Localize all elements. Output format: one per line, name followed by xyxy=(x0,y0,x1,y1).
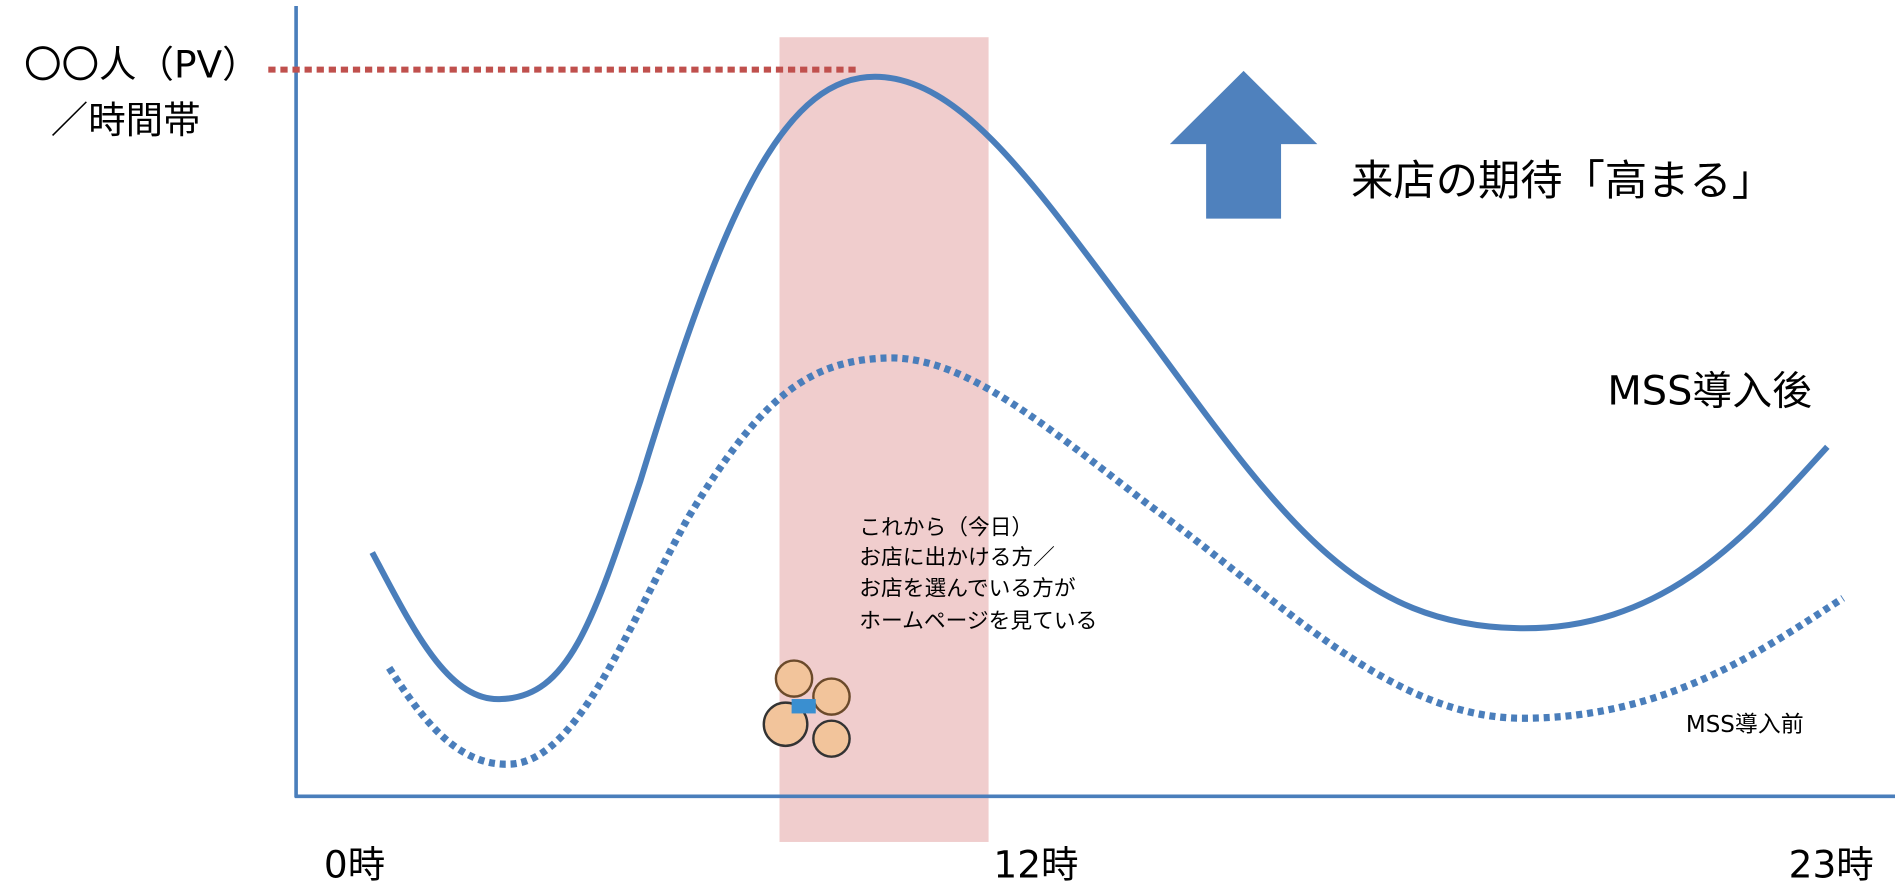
up-arrow xyxy=(1169,70,1318,219)
y-label: ／時間帯 xyxy=(51,98,201,142)
note: ホームページを見ている xyxy=(859,609,1097,634)
before-curve xyxy=(386,354,1846,768)
x-tick-label: 23時 xyxy=(1789,843,1874,887)
y-label: 〇〇人（PV） xyxy=(24,43,259,87)
x-tick-label: 0時 xyxy=(324,843,385,887)
note: これから（今日） xyxy=(859,516,1033,541)
people-illustration xyxy=(762,659,851,758)
series-label: MSS導入前 xyxy=(1686,712,1804,738)
series-label: MSS導入後 xyxy=(1607,369,1812,415)
note: お店を選んでいる方が xyxy=(859,577,1076,602)
highlight-band xyxy=(779,37,989,842)
callout: 来店の期待「高まる」 xyxy=(1351,156,1774,205)
note: お店に出かける方／ xyxy=(859,546,1055,571)
after-curve xyxy=(369,73,1830,703)
x-tick-label: 12時 xyxy=(993,843,1078,887)
